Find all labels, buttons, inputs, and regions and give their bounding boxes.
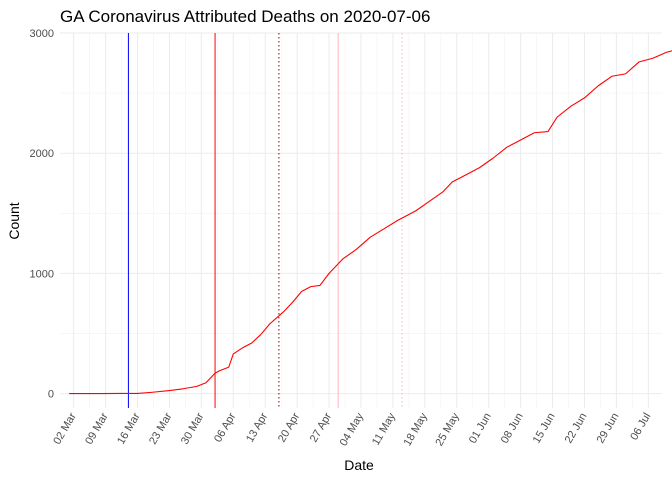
series-line: [69, 50, 672, 395]
x-tick-label: 13 Apr: [244, 411, 270, 445]
y-axis-title: Count: [6, 202, 22, 239]
x-tick-label: 23 Mar: [147, 411, 175, 447]
x-tick-label: 16 Mar: [115, 411, 143, 447]
x-tick-label: 15 Jun: [531, 411, 558, 446]
x-tick-label: 02 Mar: [51, 411, 79, 447]
x-tick-label: 11 May: [370, 411, 398, 448]
reference-lines: [127, 33, 403, 408]
x-tick-label: 09 Mar: [83, 411, 111, 447]
x-tick-label: 25 May: [433, 411, 462, 449]
x-tick-label: 08 Jun: [499, 411, 526, 446]
y-tick-label: 2000: [30, 148, 54, 160]
x-tick-label: 30 Mar: [179, 411, 207, 447]
y-tick-label: 1000: [30, 268, 54, 280]
x-tick-label: 06 Jul: [628, 411, 653, 442]
x-tick-label: 18 May: [402, 411, 431, 449]
x-tick-label: 06 Apr: [212, 411, 238, 445]
grid-lines: [60, 32, 662, 408]
chart-title: GA Coronavirus Attributed Deaths on 2020…: [60, 7, 430, 26]
x-axis-ticks: 02 Mar 09 Mar 16 Mar 23 Mar 30 Mar 06 Apr 13 A…: [51, 411, 653, 449]
y-tick-label: 3000: [30, 28, 54, 40]
x-tick-label: 01 Jun: [467, 411, 494, 446]
x-axis-title: Date: [344, 457, 374, 473]
y-axis-ticks: 0 1000 2000 3000: [30, 28, 54, 401]
x-tick-label: 04 May: [338, 411, 367, 449]
x-tick-label: 22 Jun: [563, 411, 590, 446]
x-tick-label: 29 Jun: [595, 411, 622, 446]
x-tick-label: 27 Apr: [308, 411, 334, 445]
x-tick-label: 20 Apr: [276, 411, 302, 445]
data-series: [69, 50, 672, 395]
y-tick-label: 0: [48, 389, 54, 401]
